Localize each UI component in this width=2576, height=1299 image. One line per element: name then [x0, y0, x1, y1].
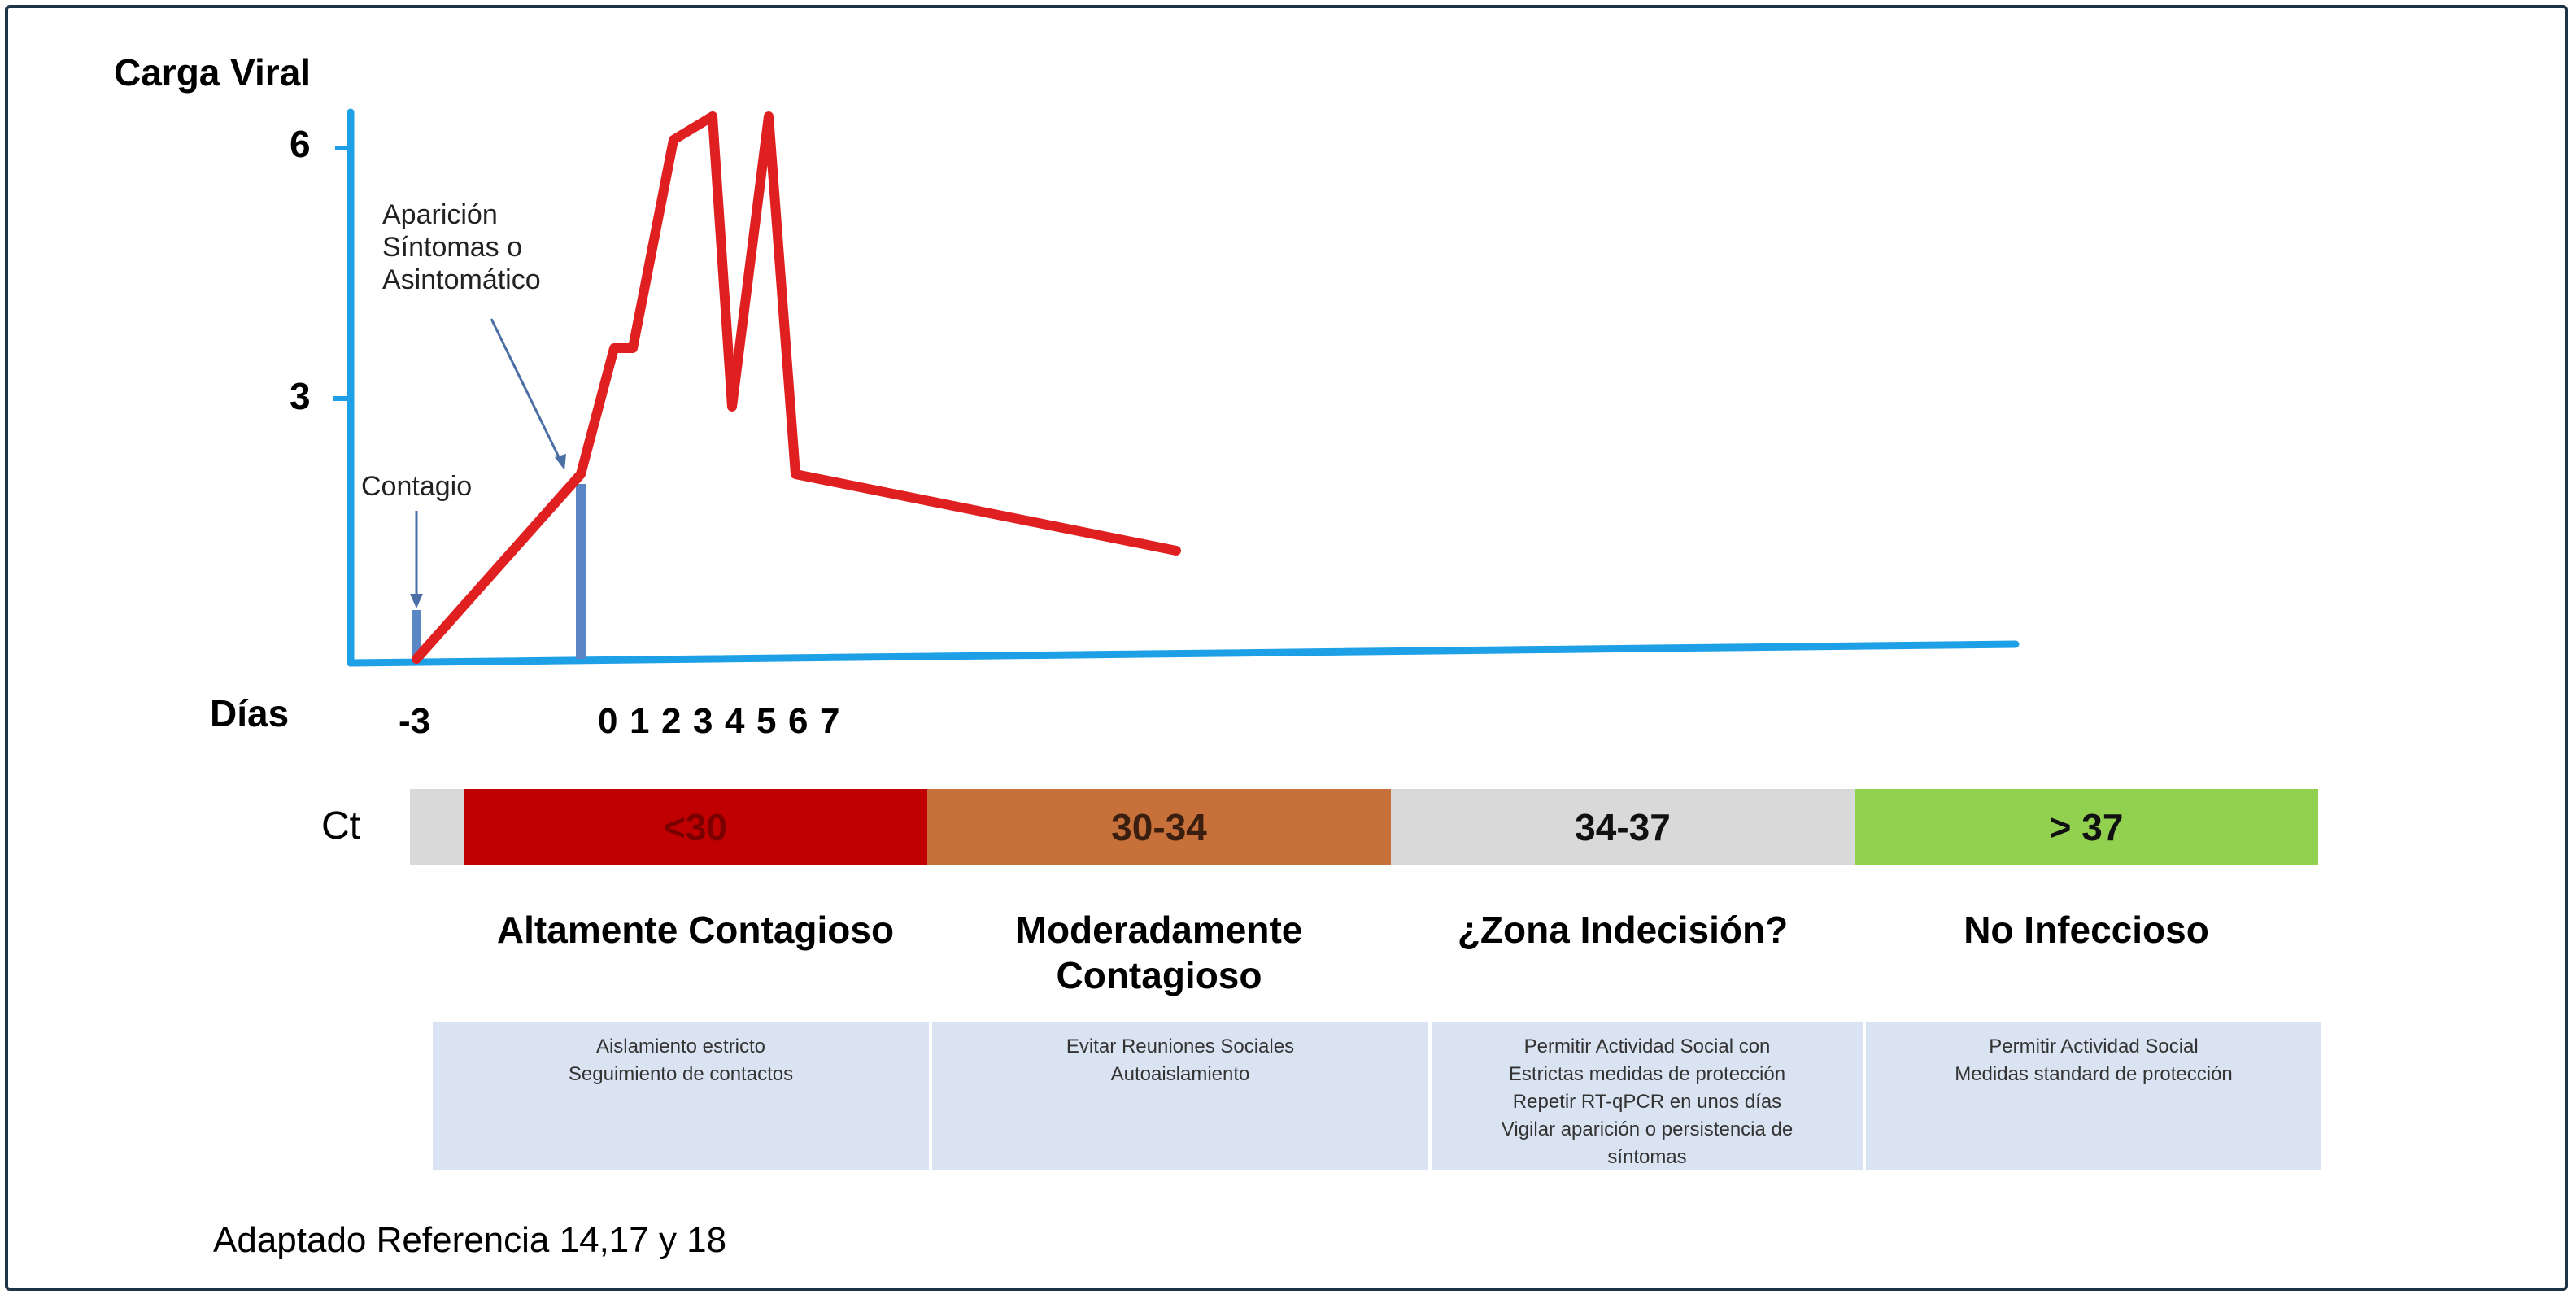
y-axis-label: Carga Viral: [114, 51, 312, 94]
viral-load-chart: [333, 108, 2020, 667]
day-tick-6: 6: [788, 701, 809, 741]
action-line: Autoaislamiento: [1110, 1063, 1250, 1085]
zone-title-line: ¿Zona Indecisión?: [1457, 909, 1789, 951]
action-line: Repetir RT-qPCR en unos días: [1512, 1091, 1782, 1113]
onset-annotation: Aparición Síntomas o Asintomático: [382, 198, 541, 296]
actions-high: Aislamiento estricto Seguimiento de cont…: [433, 1022, 929, 1170]
contagion-annotation: Contagio: [361, 471, 473, 502]
action-line: Seguimiento de contactos: [568, 1063, 794, 1085]
y-tick-label-3: 3: [290, 375, 311, 417]
ct-bar-left-cap: [410, 789, 464, 865]
action-line: Estrictas medidas de protección: [1508, 1063, 1786, 1085]
figure-frame: [5, 5, 2568, 1291]
zone-title-high: Altamente Contagioso: [464, 907, 927, 952]
x-axis-label: Días: [210, 692, 290, 735]
ct-label: Ct: [321, 804, 360, 848]
day-tick-5: 5: [756, 701, 777, 741]
y-tick-label-6: 6: [290, 123, 311, 165]
contagion-marker: [412, 610, 421, 660]
ct-bar-moderate: 30-34: [927, 789, 1391, 865]
onset-annotation-line: Aparición: [382, 199, 498, 230]
zone-title-line: No Infeccioso: [1964, 909, 2209, 951]
action-line: Aislamiento estricto: [595, 1035, 766, 1057]
zone-title-line: Contagioso: [1056, 954, 1262, 996]
day-tick-7: 7: [820, 701, 840, 741]
zone-title-line: Altamente Contagioso: [496, 909, 895, 951]
day-tick-4: 4: [725, 701, 745, 741]
contagion-arrowhead: [410, 594, 423, 608]
actions-indecision: Permitir Actividad Social con Estrictas …: [1432, 1022, 1863, 1170]
zone-title-non-infectious: No Infeccioso: [1855, 907, 2318, 952]
action-line: síntomas: [1607, 1146, 1687, 1168]
onset-arrow: [490, 318, 563, 463]
day-tick-2: 2: [661, 701, 682, 741]
zone-title-line: Moderadamente: [1015, 909, 1303, 951]
day-tick-3: 3: [693, 701, 713, 741]
day-tick-0: 0: [598, 701, 618, 741]
day-tick--3: -3: [399, 701, 431, 741]
zone-title-indecision: ¿Zona Indecisión?: [1391, 907, 1855, 952]
action-line: Permitir Actividad Social: [1989, 1035, 2199, 1057]
zone-title-moderate: Moderadamente Contagioso: [927, 907, 1391, 998]
onset-annotation-line: Asintomático: [382, 264, 541, 295]
ct-bar-indecision: 34-37: [1391, 789, 1855, 865]
onset-arrowhead: [555, 454, 566, 470]
action-line: Evitar Reuniones Sociales: [1066, 1035, 1295, 1057]
actions-non-infectious: Permitir Actividad Social Medidas standa…: [1866, 1022, 2321, 1170]
action-line: Vigilar aparición o persistencia de: [1501, 1118, 1794, 1140]
ct-bar-non-infectious: > 37: [1855, 789, 2318, 865]
action-line: Permitir Actividad Social con: [1523, 1035, 1771, 1057]
actions-moderate: Evitar Reuniones Sociales Autoaislamient…: [932, 1022, 1428, 1170]
day-tick-1: 1: [630, 701, 650, 741]
onset-marker: [576, 484, 586, 659]
onset-annotation-line: Síntomas o: [382, 232, 522, 263]
viral-load-curve: [412, 111, 1181, 664]
x-axis: [347, 640, 2020, 667]
reference-note: Adaptado Referencia 14,17 y 18: [213, 1220, 727, 1260]
ct-bar-high: <30: [464, 789, 927, 865]
action-line: Medidas standard de protección: [1955, 1063, 2233, 1085]
